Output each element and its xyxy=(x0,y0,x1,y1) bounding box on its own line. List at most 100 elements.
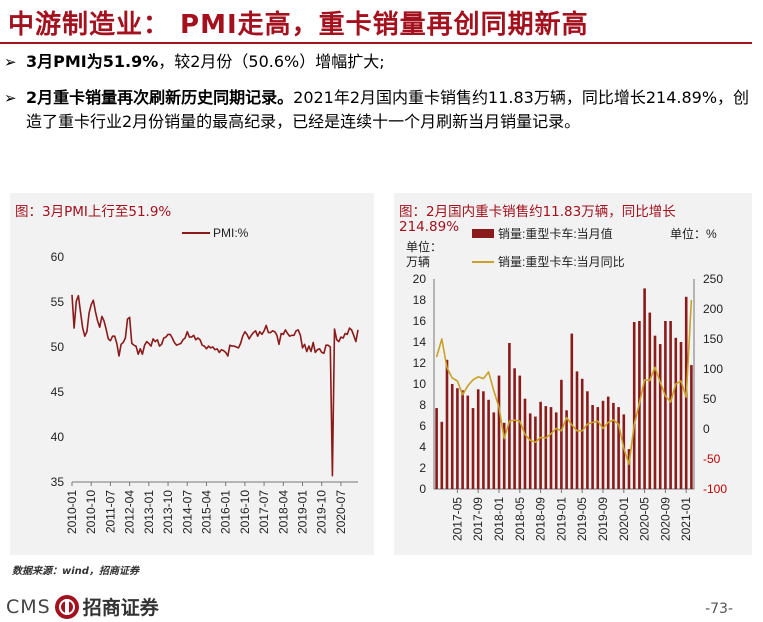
hv-bar xyxy=(456,388,459,489)
hv-bar xyxy=(679,342,683,489)
heavy-truck-chart-panel: 图：2月国内重卡销售约11.83万辆，同比增长 214.89% 销量:重型卡车:… xyxy=(394,193,752,555)
hv-bar xyxy=(632,322,636,489)
pmi-y-tick-label: 35 xyxy=(51,475,65,489)
hv-bar xyxy=(570,333,574,489)
hv-x-tick-label: 2017-09 xyxy=(471,497,485,541)
hv-bar xyxy=(591,405,594,489)
bullet-arrow-icon: ➢ xyxy=(4,53,17,71)
hv-bar xyxy=(612,402,615,489)
hv-x-tick-label: 2017-05 xyxy=(450,497,464,541)
hv-right-tick-label: 200 xyxy=(703,302,723,316)
hv-bar xyxy=(549,407,553,489)
hv-x-tick-label: 2020-09 xyxy=(658,497,672,541)
pmi-x-tick-label: 2020-07 xyxy=(334,490,348,534)
pmi-y-tick-label: 55 xyxy=(51,295,65,309)
pmi-x-tick-label: 2013-01 xyxy=(142,490,156,534)
hv-left-tick-label: 2 xyxy=(419,461,426,475)
bullet-heavy-truck: ➢ 2月重卡销量再次刷新历史同期记录。2021年2月国内重卡销售约11.83万辆… xyxy=(4,86,751,134)
hv-bar xyxy=(518,375,522,489)
pmi-x-tick-label: 2013-10 xyxy=(161,490,175,534)
pmi-legend-label: PMI:% xyxy=(213,226,249,240)
hv-left-tick-label: 10 xyxy=(413,377,427,391)
hv-x-tick-label: 2020-01 xyxy=(617,497,631,541)
data-source: 数据来源：wind，招商证券 xyxy=(12,566,139,577)
hv-left-tick-label: 12 xyxy=(413,356,427,370)
hv-bar xyxy=(560,379,563,489)
hv-x-tick-label: 2019-05 xyxy=(575,497,589,541)
hv-right-unit: 单位：% xyxy=(670,226,717,241)
hv-bar xyxy=(476,389,480,490)
pmi-x-tick-label: 2015-04 xyxy=(199,490,213,534)
hv-bar xyxy=(482,391,485,489)
hv-bar xyxy=(513,368,516,490)
hv-yoy-line xyxy=(435,299,693,466)
hv-bar xyxy=(450,384,454,489)
hv-bar xyxy=(440,421,444,489)
pmi-x-tick-label: 2011-07 xyxy=(103,490,117,533)
hv-bar xyxy=(523,398,527,489)
pmi-x-tick-label: 2016-10 xyxy=(238,490,252,534)
hv-right-tick-label: 100 xyxy=(703,362,723,376)
hv-x-tick-label: 2019-09 xyxy=(596,497,610,541)
hv-bar xyxy=(534,416,537,489)
hv-x-tick-label: 2018-01 xyxy=(492,497,506,541)
hv-bar xyxy=(508,343,511,489)
pmi-y-tick-label: 40 xyxy=(51,430,65,444)
brand-cms-text: CMS xyxy=(6,595,51,618)
hv-bar xyxy=(601,400,605,489)
bullet-truck-text: 2021年2月国内重卡销售约11.83万辆，同比增长214.89%，创造了重卡行… xyxy=(26,88,750,131)
bullet-pmi-bold: 3月PMI为51.9% xyxy=(26,52,159,71)
hv-bar xyxy=(658,344,662,489)
hv-bar xyxy=(554,412,558,489)
hv-bar xyxy=(445,359,449,489)
hv-bar xyxy=(596,407,600,489)
pmi-x-tick-label: 2017-07 xyxy=(257,490,271,534)
hv-bar xyxy=(435,408,438,489)
pmi-x-tick-label: 2014-07 xyxy=(180,490,194,534)
pmi-chart-panel: 图：3月PMI上行至51.9% PMI:% 35 40 45 50 55 60 2010-0… xyxy=(10,193,374,555)
hv-right-tick-label: 0 xyxy=(703,422,710,436)
hv-bar xyxy=(471,408,475,489)
pmi-x-tick-label: 2019-01 xyxy=(296,490,310,534)
hv-bar xyxy=(565,410,568,490)
hv-bar xyxy=(627,449,631,489)
hv-bar xyxy=(461,390,464,489)
hv-right-tick-label: 250 xyxy=(703,272,723,286)
hv-bar xyxy=(669,321,672,489)
hv-bar xyxy=(617,407,620,489)
hv-right-tick-label: -50 xyxy=(703,452,721,466)
bullet-arrow-icon: ➢ xyxy=(4,89,17,107)
hv-x-tick-label: 2021-01 xyxy=(679,497,693,541)
page-title: 中游制造业： PMI走高，重卡销量再创同期新高 xyxy=(8,10,589,40)
pmi-x-tick-label: 2010-10 xyxy=(84,490,98,534)
hv-right-tick-label: 50 xyxy=(703,392,717,406)
hv-x-tick-label: 2018-09 xyxy=(534,497,548,541)
hv-left-tick-label: 8 xyxy=(419,398,426,412)
hv-bar xyxy=(674,337,678,489)
hv-bar xyxy=(664,321,667,489)
title-divider xyxy=(0,42,752,44)
brand-emblem-icon xyxy=(54,594,79,619)
hv-bar xyxy=(653,335,657,489)
hv-legend-line-label: 销量:重型卡车:当月同比 xyxy=(498,254,625,269)
hv-right-tick-label: -100 xyxy=(703,482,727,496)
brand-logo: CMS 招商证券 xyxy=(6,593,159,620)
bullet-pmi: ➢ 3月PMI为51.9%，较2月份（50.6%）增幅扩大; xyxy=(4,50,751,74)
hv-x-tick-label: 2018-05 xyxy=(513,497,527,541)
pmi-chart-title: 图：3月PMI上行至51.9% xyxy=(15,204,172,220)
pmi-series-line xyxy=(71,294,359,477)
hv-bar xyxy=(544,406,548,489)
hv-bar xyxy=(466,395,470,489)
hv-bar xyxy=(606,396,610,489)
pmi-x-tick-label: 2016-01 xyxy=(219,490,233,534)
hv-right-tick-label: 150 xyxy=(703,332,723,346)
hv-bar xyxy=(492,412,496,489)
pmi-y-tick-label: 50 xyxy=(51,340,65,354)
hv-x-tick-label: 2020-05 xyxy=(638,497,652,541)
hv-chart-title-line2: 214.89% xyxy=(399,219,460,235)
hv-left-tick-label: 4 xyxy=(419,440,426,454)
pmi-x-tick-label: 2010-01 xyxy=(65,490,79,534)
hv-bar xyxy=(643,288,646,489)
hv-bar xyxy=(580,378,584,490)
hv-left-tick-label: 16 xyxy=(413,314,427,328)
